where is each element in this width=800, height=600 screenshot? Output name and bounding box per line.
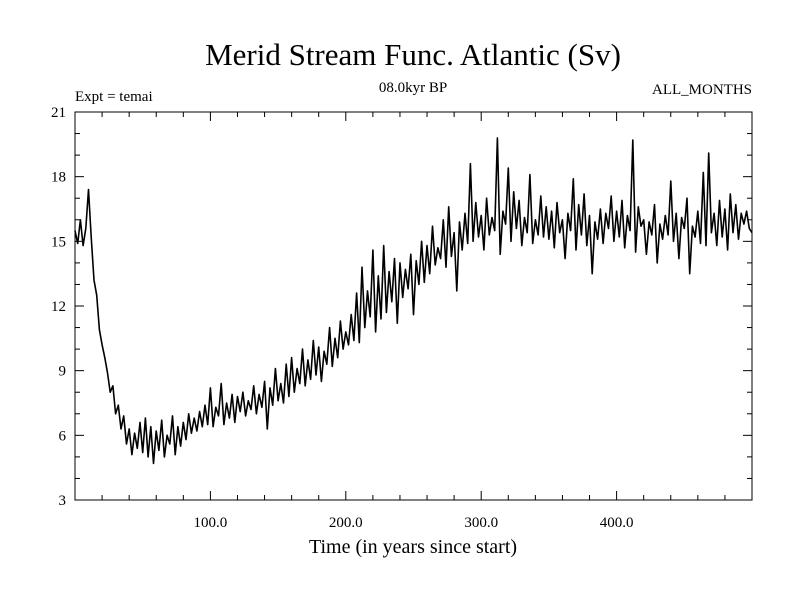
x-tick-label: 100.0 (194, 515, 228, 531)
y-tick-label: 6 (59, 428, 67, 444)
experiment-label: Expt = temai (75, 89, 153, 105)
plot-frame (74, 111, 753, 501)
axis-tick-labels: 100.0 200.0 300.0 400.0 3 6 9 12 15 18 21 (51, 105, 633, 531)
y-tick-label: 3 (59, 493, 67, 509)
axis-ticks (75, 112, 752, 500)
y-tick-label: 12 (51, 299, 66, 315)
y-tick-label: 18 (51, 170, 66, 186)
chart-title: Merid Stream Func. Atlantic (Sv) (205, 37, 621, 72)
y-tick-label: 9 (59, 364, 67, 380)
y-tick-label: 15 (51, 234, 66, 250)
x-tick-label: 400.0 (600, 515, 634, 531)
months-label: ALL_MONTHS (652, 82, 752, 98)
series-line (74, 137, 753, 465)
y-tick-label: 21 (51, 105, 66, 121)
x-axis-label: Time (in years since start) (309, 536, 517, 558)
x-tick-label: 200.0 (329, 515, 363, 531)
chart-subtitle: 08.0kyr BP (379, 80, 447, 96)
x-tick-label: 300.0 (464, 515, 498, 531)
